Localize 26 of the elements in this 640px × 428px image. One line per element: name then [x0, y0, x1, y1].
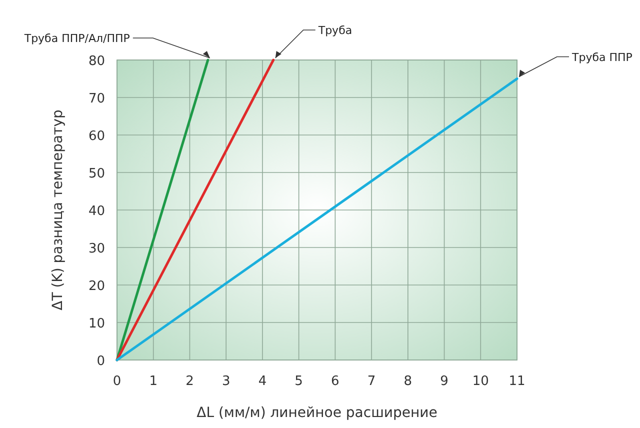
- x-tick-label: 4: [258, 374, 267, 389]
- y-tick-label: 50: [88, 166, 105, 182]
- x-tick-label: 2: [186, 374, 194, 389]
- text: Труба ППР: [571, 50, 633, 64]
- y-tick-label: 10: [88, 316, 105, 332]
- x-tick-label: 5: [294, 374, 303, 389]
- y-tick-label: 60: [88, 129, 105, 144]
- x-tick-label: 11: [508, 374, 526, 389]
- x-tick-label: 9: [440, 374, 448, 389]
- y-tick-label: 20: [88, 279, 105, 294]
- y-axis-title: ΔT (K) разница температур: [50, 110, 66, 310]
- text: Труба: [317, 24, 352, 37]
- y-tick-label: 0: [96, 354, 105, 369]
- text: Труба ППР/Ал/ППР: [23, 32, 130, 45]
- x-tick-label: 7: [367, 374, 376, 389]
- x-tick-label: 3: [222, 374, 230, 389]
- x-tick-label: 8: [404, 374, 412, 389]
- x-tick-label: 1: [149, 374, 158, 389]
- x-tick-label: 0: [112, 374, 122, 389]
- x-axis-title: ΔL (мм/м) линейное расширение: [196, 405, 438, 421]
- x-tick-label: 6: [331, 374, 340, 389]
- y-tick-label: 80: [88, 54, 105, 69]
- y-tick-label: 70: [88, 92, 105, 106]
- x-tick-label: 10: [472, 374, 489, 389]
- y-tick-label: 30: [88, 242, 105, 256]
- y-tick-label: 40: [88, 204, 105, 219]
